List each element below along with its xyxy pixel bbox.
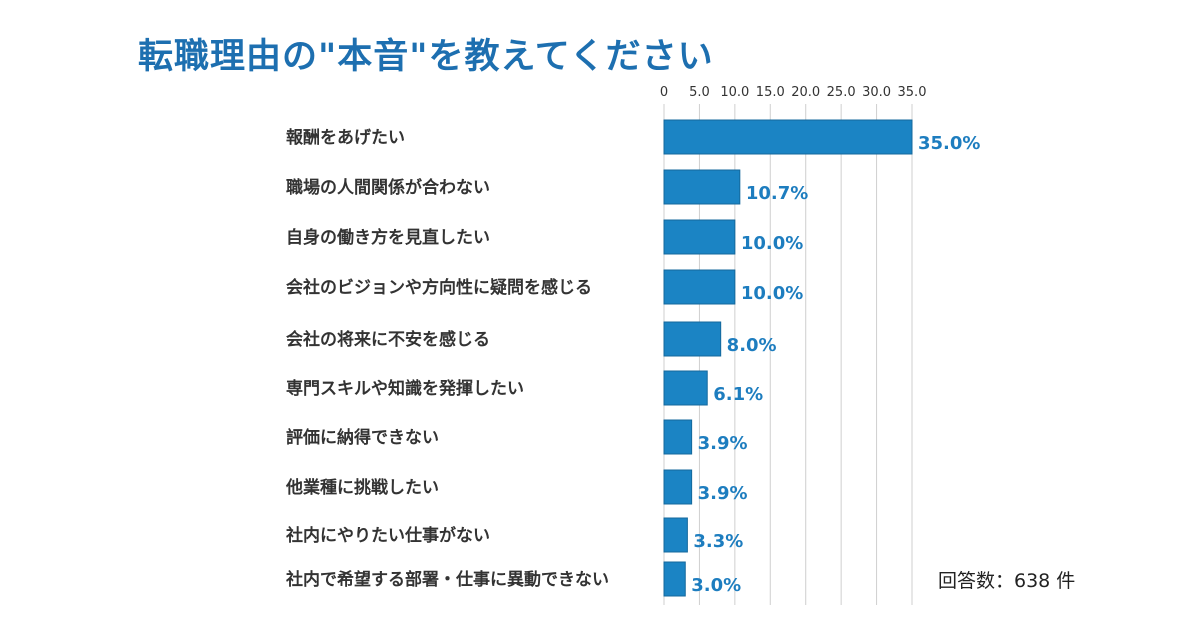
value-label: 3.0% bbox=[691, 575, 741, 596]
bar bbox=[663, 119, 913, 155]
category-label: 他業種に挑戦したい bbox=[285, 477, 439, 498]
bar bbox=[663, 219, 736, 255]
response-count: 回答数：638 件 bbox=[938, 570, 1076, 592]
value-label: 10.0% bbox=[741, 233, 803, 254]
value-label: 35.0% bbox=[918, 133, 980, 154]
value-label: 3.3% bbox=[693, 531, 743, 552]
x-tick-label: 35.0 bbox=[898, 85, 927, 100]
x-tick-label: 5.0 bbox=[689, 85, 710, 100]
bar bbox=[663, 370, 708, 406]
bar bbox=[663, 269, 736, 305]
x-tick-label: 30.0 bbox=[862, 85, 891, 100]
bar bbox=[663, 469, 693, 505]
category-label: 社内で希望する部署・仕事に異動できない bbox=[285, 569, 609, 590]
x-tick-label: 15.0 bbox=[756, 85, 785, 100]
chart-title: 転職理由の"本音"を教えてください bbox=[138, 37, 714, 77]
value-label: 10.0% bbox=[741, 283, 803, 304]
bar bbox=[663, 561, 686, 597]
bar bbox=[663, 419, 693, 455]
category-label: 社内にやりたい仕事がない bbox=[285, 525, 490, 546]
category-label: 会社の将来に不安を感じる bbox=[286, 329, 490, 350]
value-label: 8.0% bbox=[727, 335, 777, 356]
category-label: 職場の人間関係が合わない bbox=[286, 177, 490, 198]
x-tick-label: 20.0 bbox=[791, 85, 820, 100]
bar bbox=[663, 517, 688, 553]
value-label: 10.7% bbox=[746, 183, 808, 204]
category-label: 評価に納得できない bbox=[286, 427, 439, 448]
x-tick-label: 10.0 bbox=[720, 85, 749, 100]
bar bbox=[663, 321, 722, 357]
category-label: 自身の働き方を見直したい bbox=[286, 227, 490, 248]
category-label: 会社のビジョンや方向性に疑問を感じる bbox=[286, 277, 592, 298]
category-label: 専門スキルや知識を発揮したい bbox=[286, 378, 524, 399]
value-label: 6.1% bbox=[713, 384, 763, 405]
x-tick-label: 25.0 bbox=[827, 85, 856, 100]
bar bbox=[663, 169, 741, 205]
value-label: 3.9% bbox=[698, 483, 748, 504]
category-label: 報酬をあげたい bbox=[286, 127, 405, 148]
value-label: 3.9% bbox=[698, 433, 748, 454]
x-tick-label: 0 bbox=[660, 85, 668, 100]
